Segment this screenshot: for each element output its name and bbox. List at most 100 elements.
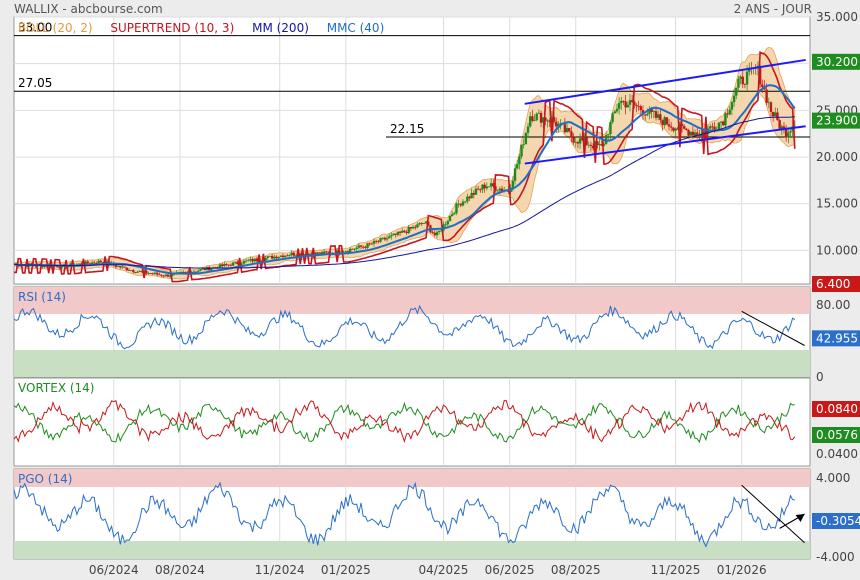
candle-body: [303, 254, 306, 256]
price-value-tag: [812, 112, 860, 129]
candle-body: [613, 111, 616, 114]
candle-body: [520, 144, 523, 157]
candle-body: [95, 263, 98, 264]
candle-body: [620, 100, 623, 104]
candle-body: [43, 265, 46, 268]
vortex-vi-minus-tag: [812, 401, 860, 417]
candle-body: [581, 138, 584, 141]
price-y-tick-label: 15.000: [816, 197, 858, 211]
candle-body: [782, 126, 786, 130]
candle-body: [260, 260, 263, 262]
legend-supertrend: SUPERTREND (10, 3): [110, 21, 235, 35]
candle-body: [726, 113, 729, 115]
candle-body: [353, 248, 356, 250]
candle-body: [309, 253, 313, 255]
candle-body: [457, 203, 460, 205]
candle-body: [591, 145, 595, 149]
pgo-arrow-head: [795, 514, 805, 522]
candle-body: [420, 223, 423, 224]
candle-body: [609, 122, 612, 135]
vortex-vi-plus-tag-text: 0.0576: [816, 428, 858, 442]
indicator-legend: BOLL (20, 2) SUPERTREND (10, 3) MM (200)…: [18, 21, 398, 35]
candle-body: [390, 235, 393, 237]
candle-body: [166, 274, 170, 277]
candle-body: [661, 120, 664, 126]
candle-body: [240, 263, 243, 265]
candle-body: [448, 215, 452, 222]
candle-body: [344, 251, 348, 253]
candle-body: [780, 126, 784, 129]
candle-body: [288, 255, 291, 256]
candle-body: [290, 252, 293, 256]
candle-body: [223, 264, 226, 267]
candle-body: [335, 250, 339, 255]
candle-body: [656, 114, 660, 118]
candle-body: [624, 101, 627, 108]
candle-body: [691, 131, 695, 136]
candle-body: [687, 129, 690, 136]
candle-body: [672, 127, 675, 131]
candle-body: [741, 76, 744, 85]
x-tick-label: 11/2025: [651, 563, 701, 577]
x-tick-label: 04/2025: [419, 563, 469, 577]
candle-body: [403, 230, 406, 232]
pgo-panel-title: PGO (14): [18, 472, 73, 486]
candle-body: [414, 226, 417, 228]
candle-body: [535, 113, 538, 121]
candle-body: [296, 255, 300, 257]
candle-body: [676, 128, 679, 130]
candle-body: [570, 131, 573, 138]
candle-body: [251, 259, 254, 262]
candle-body: [242, 260, 246, 264]
price-y-tick-label: 20.000: [816, 150, 858, 164]
candle-body: [696, 132, 699, 135]
candle-body: [615, 108, 619, 112]
candle-body: [568, 128, 571, 132]
pgo-y-tick-label: -4.000: [816, 550, 855, 564]
candle-body: [348, 248, 352, 253]
vortex-vi-plus-line: [13, 401, 795, 444]
candle-body: [689, 131, 692, 136]
candle-body: [722, 121, 725, 126]
candle-body: [669, 126, 673, 128]
candle-body: [138, 271, 141, 272]
candle-body: [377, 241, 380, 243]
candle-body: [607, 134, 610, 136]
candle-body: [446, 221, 449, 225]
candle-body: [787, 132, 790, 138]
candle-body: [279, 255, 282, 257]
candle-body: [301, 253, 304, 256]
candle-body: [99, 260, 102, 263]
candle-body: [683, 126, 686, 129]
vortex-vi-plus-tag: [812, 427, 860, 443]
candle-body: [424, 221, 428, 224]
candle-body: [500, 188, 504, 191]
candle-body: [281, 255, 285, 258]
candle-body: [197, 270, 200, 272]
candle-body: [639, 106, 643, 111]
rsi-line: [13, 304, 796, 350]
candle-body: [685, 128, 688, 130]
candle-body: [717, 122, 721, 130]
candle-body: [633, 101, 636, 106]
candle-body: [704, 131, 708, 134]
candle-body: [663, 117, 666, 126]
candle-body: [778, 120, 781, 129]
candle-body: [88, 263, 92, 265]
candle-body: [355, 247, 358, 249]
candle-body: [338, 250, 341, 254]
candle-body: [318, 252, 322, 254]
candle-body: [58, 267, 61, 269]
candle-body: [179, 271, 183, 273]
candle-body: [702, 131, 705, 134]
candle-body: [533, 120, 536, 122]
candle-body: [648, 108, 651, 114]
candle-body: [210, 268, 213, 271]
candle-body: [522, 144, 525, 146]
candle-body: [563, 124, 567, 133]
candle-body: [758, 65, 762, 85]
candle-body: [531, 116, 534, 121]
candle-body: [511, 180, 515, 188]
candle-body: [654, 111, 658, 118]
candle-body: [453, 213, 456, 215]
